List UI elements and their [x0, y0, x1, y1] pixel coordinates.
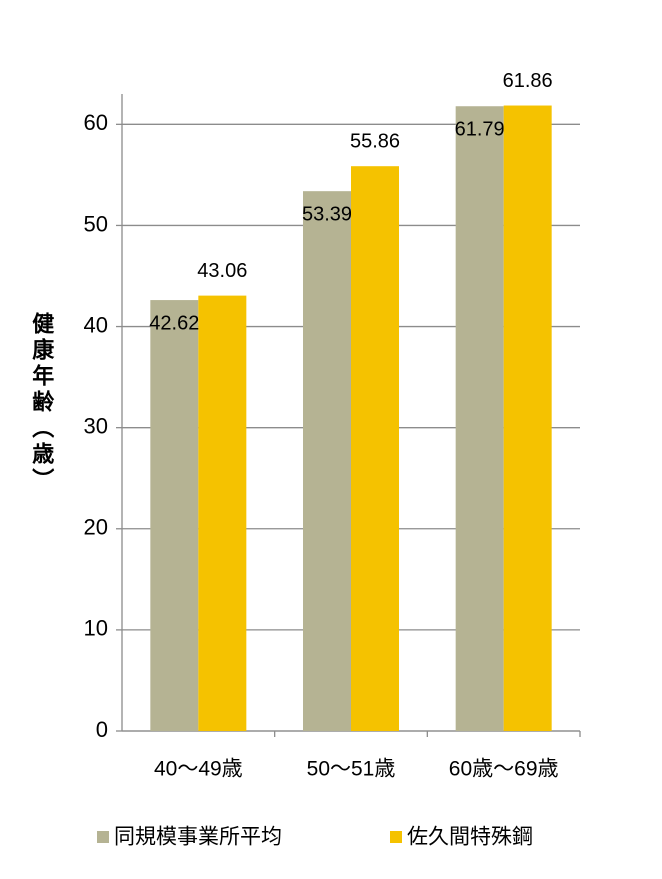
- bar: [198, 295, 247, 731]
- x-tick-label: 40～49歳: [154, 758, 243, 781]
- value-label: 61.86: [503, 70, 553, 92]
- bar: [150, 300, 199, 731]
- value-label: 42.62: [149, 312, 199, 334]
- bar: [455, 106, 504, 732]
- y-axis-label: 健康年齢（歳）: [29, 311, 54, 494]
- legend-label: 佐久間特殊鋼: [407, 826, 533, 849]
- y-tick-label: 0: [96, 717, 108, 742]
- y-tick-label: 50: [84, 211, 108, 236]
- y-tick-label: 10: [84, 616, 108, 641]
- x-tick-label: 50～51歳: [307, 758, 396, 781]
- legend-swatch: [390, 831, 402, 843]
- value-label: 61.79: [455, 119, 505, 141]
- value-label: 55.86: [350, 130, 400, 152]
- bar: [503, 105, 552, 731]
- bar: [303, 191, 351, 731]
- value-label: 43.06: [197, 260, 247, 282]
- y-tick-label: 20: [84, 515, 108, 540]
- y-tick-label: 30: [84, 413, 108, 438]
- bar: [351, 166, 399, 731]
- x-tick-label: 60歳～69歳: [449, 758, 559, 781]
- legend-swatch: [97, 831, 109, 843]
- legend-label: 同規模事業所平均: [114, 826, 282, 849]
- y-tick-label: 40: [84, 312, 108, 337]
- value-label: 53.39: [302, 203, 352, 225]
- y-tick-label: 60: [84, 110, 108, 135]
